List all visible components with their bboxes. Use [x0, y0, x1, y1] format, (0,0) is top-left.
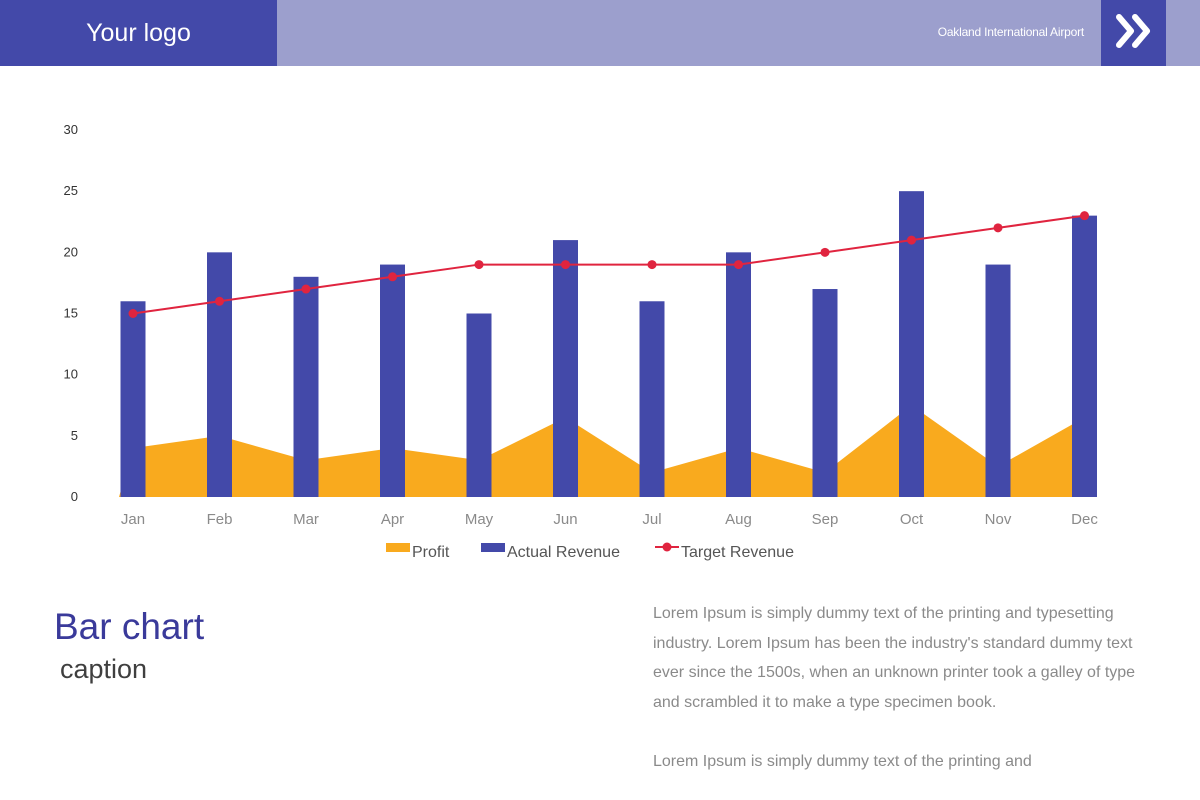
legend-label: Profit: [412, 544, 450, 561]
revenue-bar: [639, 301, 665, 497]
target-revenue-point: [647, 260, 657, 270]
x-tick-label: Oct: [900, 511, 924, 528]
x-tick-label: Mar: [293, 511, 319, 528]
revenue-bar: [380, 264, 405, 497]
target-revenue-point: [907, 235, 916, 245]
body-text: Lorem Ipsum is simply dummy text of the …: [653, 599, 1143, 777]
target-revenue-point: [301, 284, 311, 294]
y-tick-label: 30: [64, 122, 78, 137]
company-name: Oakland International Airport: [937, 25, 1084, 39]
revenue-bar: [553, 240, 578, 497]
paragraph-1: Lorem Ipsum is simply dummy text of the …: [653, 605, 1136, 711]
x-tick-label: Jan: [121, 511, 145, 528]
legend-swatch: [386, 543, 410, 552]
revenue-bar: [1072, 215, 1097, 497]
y-tick-label: 0: [71, 489, 78, 504]
caption-subtitle: caption: [60, 654, 148, 684]
y-tick-label: 5: [71, 428, 78, 443]
target-revenue-point: [128, 309, 138, 318]
next-button[interactable]: [1101, 0, 1166, 66]
header-band: [277, 0, 1200, 66]
revenue-bar: [293, 276, 319, 497]
caption-title: Bar chart: [54, 606, 205, 647]
target-revenue-point: [993, 223, 1003, 233]
x-tick-label: May: [465, 511, 494, 528]
y-tick-label: 15: [64, 306, 78, 321]
target-revenue-point: [215, 296, 224, 306]
double-chevron-right-icon: [1114, 11, 1154, 56]
target-revenue-point: [1080, 211, 1089, 221]
x-tick-label: Sep: [812, 511, 839, 528]
revenue-bar: [726, 252, 751, 497]
y-tick-label: 25: [64, 183, 78, 198]
caption: Bar chart caption: [54, 606, 204, 685]
legend-point-swatch: [662, 542, 672, 552]
x-tick-label: Apr: [381, 511, 404, 528]
target-revenue-point: [820, 247, 830, 257]
x-tick-label: Aug: [725, 511, 752, 528]
profit-area: [119, 405, 1097, 497]
y-tick-label: 20: [64, 244, 78, 259]
revenue-bar: [207, 252, 232, 497]
logo-text: Your logo: [86, 18, 191, 47]
x-tick-label: Nov: [985, 511, 1012, 528]
target-revenue-point: [734, 260, 743, 270]
x-tick-label: Jul: [642, 511, 661, 528]
revenue-bar: [120, 301, 146, 497]
y-tick-label: 10: [64, 367, 78, 382]
target-revenue-point: [474, 260, 484, 270]
paragraph-2: Lorem Ipsum is simply dummy text of the …: [653, 753, 1032, 771]
revenue-bar: [466, 313, 492, 497]
target-revenue-line: [132, 214, 1085, 315]
revenue-bar: [812, 289, 838, 497]
legend-swatch: [481, 543, 505, 552]
target-revenue-point: [561, 260, 570, 270]
chart: 0 5 10 15 20 25 30 Jan Feb Mar Apr May Jun Jul Aug Sep O…: [0, 100, 1200, 580]
x-tick-label: Dec: [1071, 511, 1098, 528]
logo[interactable]: Your logo: [0, 0, 277, 66]
header: Your logo Oakland International Airport: [0, 0, 1200, 66]
x-tick-label: Feb: [207, 511, 233, 528]
target-revenue-point: [388, 272, 397, 282]
x-tick-label: Jun: [553, 511, 577, 528]
revenue-bar: [985, 264, 1011, 497]
chart-svg: 0 5 10 15 20 25 30 Jan Feb Mar Apr May Jun Jul Aug Sep O…: [64, 122, 1099, 561]
legend-label: Target Revenue: [681, 544, 794, 561]
legend-label: Actual Revenue: [507, 544, 620, 561]
